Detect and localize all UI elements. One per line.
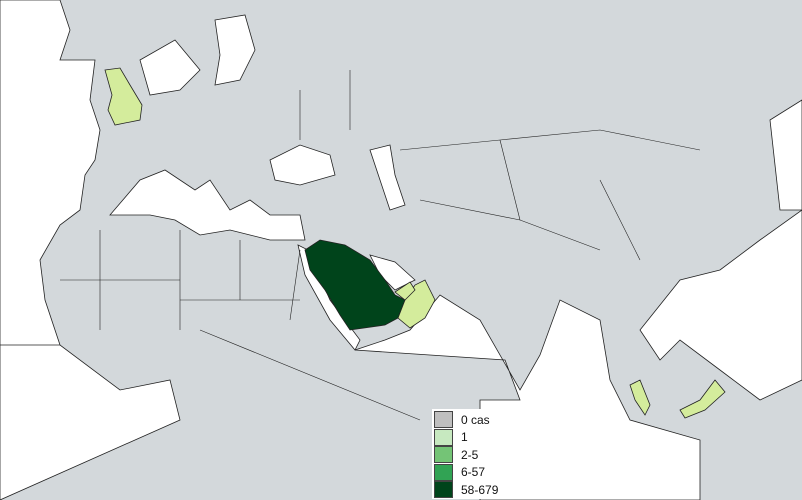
country-borders [60,70,701,421]
legend: 0 cas 1 2-5 6-57 58-679 [432,409,503,499]
legend-label: 0 cas [461,412,490,427]
country-malaysia-borneo [679,379,726,419]
legend-swatch [434,446,453,464]
legend-swatch [434,463,453,481]
pacific-ocean [769,99,802,211]
legend-item: 1 [434,428,498,447]
legend-label: 58-679 [461,482,499,497]
legend-label: 1 [461,430,468,445]
black-sea [269,144,336,186]
legend-item: 2-5 [434,446,498,464]
legend-swatch [434,428,453,446]
legend-item: 6-57 [434,463,498,482]
mediterranean-sea [109,169,306,241]
indian-ocean [354,294,701,500]
legend-label: 2-5 [461,447,479,462]
legend-label: 6-57 [461,465,486,480]
legend-swatch [434,481,453,499]
country-uae [394,281,416,301]
baltic-sea [214,14,256,86]
caspian-sea [369,144,406,211]
country-malaysia-peninsular [629,379,651,416]
north-sea [139,39,201,96]
country-united-kingdom [104,67,143,126]
atlantic-ocean [0,0,181,500]
legend-swatch [434,411,453,429]
legend-item: 58-679 [434,481,498,499]
legend-item: 0 cas [434,411,498,429]
south-china-sea [639,209,802,401]
